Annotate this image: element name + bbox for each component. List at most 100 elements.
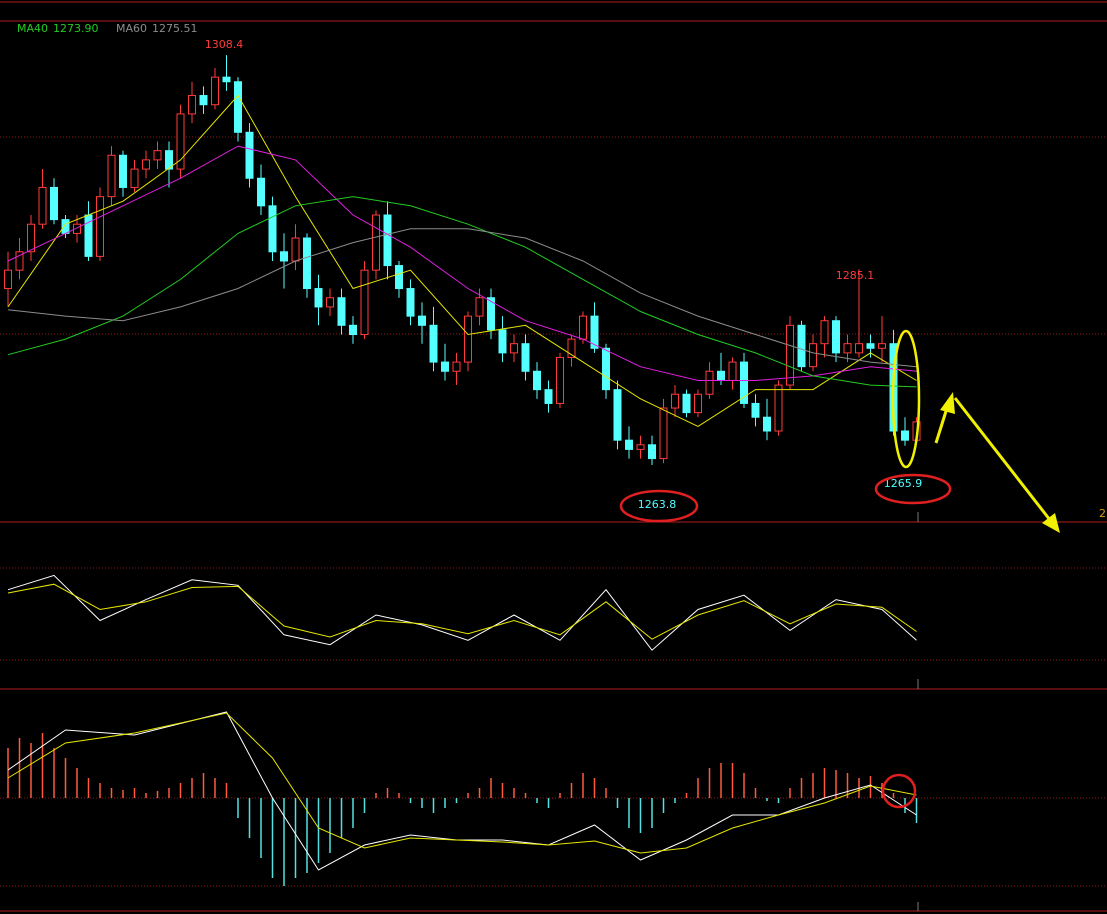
candle-body [740, 361, 748, 404]
arrow-head [940, 392, 955, 414]
legend-name: MA60 [116, 22, 147, 35]
highlight-ellipse [874, 473, 952, 505]
candle-body [314, 288, 323, 308]
candle-body [579, 315, 587, 340]
candle-body [360, 269, 369, 336]
candle-body [429, 324, 438, 363]
arrow [953, 397, 1052, 521]
edge-label: 2 [1099, 507, 1106, 520]
candle-body [130, 168, 139, 188]
arrow-head [1042, 513, 1060, 533]
ma-line [7, 94, 917, 427]
candle-body [176, 113, 185, 170]
highlight-ellipse [619, 489, 699, 523]
ma-line [7, 196, 917, 388]
low-label: 1265.9 [884, 477, 923, 490]
candle-body [234, 81, 242, 133]
candle-body [268, 205, 277, 253]
candle-body [648, 444, 656, 460]
candle-body [441, 361, 449, 372]
candle-body [820, 320, 829, 345]
candle-body [303, 237, 311, 290]
highlight-ellipse [891, 329, 921, 469]
legend-value: 1273.90 [53, 22, 99, 35]
ma-line [7, 145, 917, 381]
candle-body [590, 315, 599, 349]
oscillator-line [7, 574, 917, 651]
candle-body [406, 288, 415, 317]
candle-body [349, 324, 357, 336]
candle-body [142, 159, 150, 170]
candle-body [38, 186, 47, 225]
candle-body [107, 154, 116, 198]
candle-body [418, 315, 426, 326]
candle-body [337, 297, 346, 326]
candle-body [153, 150, 162, 161]
legend-name: MA40 [17, 22, 48, 35]
candle-body [533, 370, 541, 391]
candle-body [567, 338, 576, 358]
candle-body [50, 186, 58, 221]
candle-body [383, 214, 392, 267]
candle-body [73, 223, 81, 234]
candle-body [475, 297, 484, 317]
candle-body [705, 370, 714, 395]
candle-body [843, 343, 852, 354]
candle-body [188, 95, 196, 115]
candle-body [326, 297, 334, 308]
candle-body [291, 237, 300, 262]
candle-body [694, 393, 702, 414]
candle-body [245, 131, 254, 179]
candle-body [96, 196, 104, 257]
candle-body [487, 297, 495, 331]
candle-body [372, 214, 380, 271]
candle-body [659, 407, 668, 460]
highlight-circle [881, 773, 917, 809]
oscillator-line [7, 583, 917, 640]
candle-body [452, 361, 461, 372]
candle-body [222, 76, 231, 83]
candle-body [797, 324, 806, 368]
candle-body [464, 315, 472, 363]
candle-body [556, 356, 564, 404]
high-label: 1308.4 [205, 38, 244, 51]
candle-body [717, 370, 725, 381]
candle-body [395, 265, 403, 290]
candle-body [498, 329, 507, 354]
arrow [934, 407, 949, 444]
macd-line [7, 712, 917, 854]
candle-body [728, 361, 737, 381]
candle-body [613, 389, 622, 441]
candle-body [636, 444, 645, 450]
candle-body [901, 430, 909, 441]
candle-body [165, 150, 173, 170]
candle-body [602, 347, 610, 391]
candle-body [27, 223, 35, 253]
candle-body [786, 324, 794, 386]
candle-body [510, 343, 518, 354]
candle-body [4, 269, 12, 290]
candle-body [211, 76, 219, 106]
candle-body [809, 343, 817, 368]
candle-body [257, 177, 265, 207]
candle-body [61, 219, 70, 234]
candle-body [751, 402, 760, 418]
candle-body [774, 384, 783, 432]
candle-body [544, 389, 553, 404]
candle-body [855, 343, 863, 354]
candle-body [671, 393, 679, 409]
candle-body [280, 251, 288, 262]
low-label: 1263.8 [638, 498, 677, 511]
candle-body [763, 416, 771, 432]
candle-body [625, 439, 633, 450]
candle-body [832, 320, 840, 354]
candle-body [682, 393, 691, 414]
candle-body [15, 251, 24, 271]
legend-value: 1275.51 [152, 22, 198, 35]
candle-body [866, 343, 875, 349]
candle-body [199, 95, 208, 106]
high-label: 1285.1 [836, 269, 875, 282]
